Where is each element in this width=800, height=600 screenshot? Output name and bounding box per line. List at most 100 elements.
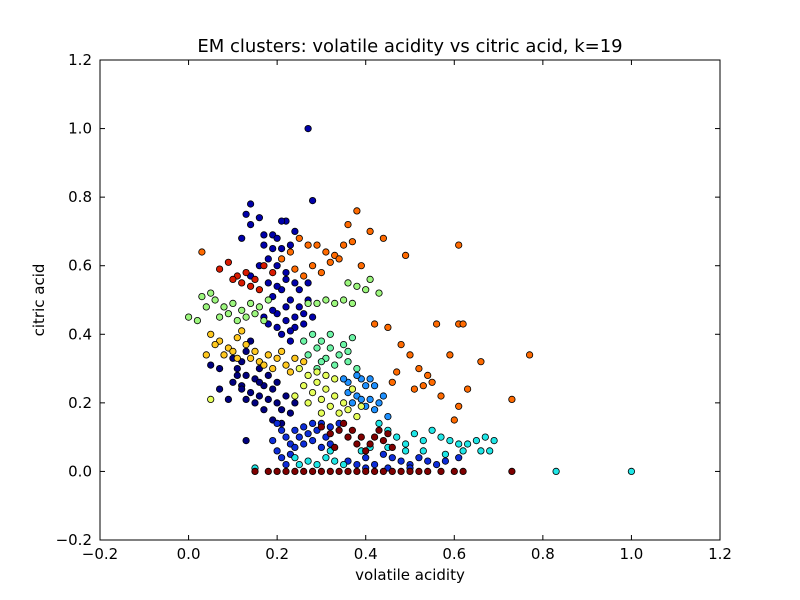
- data-point: [459, 320, 467, 328]
- x-tick-label: 0.2: [265, 545, 289, 563]
- data-point: [273, 467, 281, 475]
- data-point: [450, 467, 458, 475]
- data-point: [233, 354, 241, 362]
- data-point: [375, 289, 383, 297]
- data-point: [322, 371, 330, 379]
- data-point: [308, 197, 317, 205]
- data-point: [384, 430, 392, 438]
- data-point: [269, 436, 277, 445]
- data-point: [313, 460, 321, 469]
- data-point: [362, 382, 370, 390]
- data-point: [379, 392, 387, 400]
- data-point: [308, 388, 317, 397]
- data-point: [366, 395, 374, 403]
- data-point: [282, 467, 290, 475]
- data-point: [233, 364, 241, 373]
- data-point: [264, 371, 272, 379]
- data-point: [282, 392, 290, 400]
- data-point: [207, 361, 215, 369]
- data-point: [229, 347, 237, 355]
- data-point: [486, 447, 494, 455]
- data-point: [193, 316, 201, 325]
- data-point: [255, 214, 263, 222]
- data-point: [224, 395, 232, 403]
- data-point: [304, 125, 312, 133]
- data-point: [326, 258, 334, 266]
- data-point: [366, 440, 374, 448]
- data-point: [335, 409, 343, 417]
- data-point: [273, 354, 281, 362]
- data-point: [362, 286, 370, 294]
- data-point: [397, 467, 405, 475]
- data-point: [304, 351, 312, 359]
- data-point: [282, 433, 290, 441]
- data-point: [238, 385, 246, 393]
- data-point: [260, 406, 268, 414]
- data-point: [366, 227, 374, 235]
- data-point: [446, 436, 454, 445]
- data-point: [472, 436, 480, 445]
- x-axis-label: volatile acidity: [355, 566, 465, 584]
- data-point: [264, 255, 272, 263]
- data-point: [242, 436, 250, 445]
- data-point: [379, 234, 387, 242]
- data-point: [300, 310, 308, 318]
- data-point: [344, 347, 352, 355]
- data-point: [216, 364, 224, 373]
- data-point: [291, 279, 299, 287]
- y-tick-label: −0.2: [56, 531, 92, 549]
- data-point: [424, 467, 432, 475]
- data-point: [446, 351, 454, 359]
- y-axis-label: citric acid: [30, 264, 48, 337]
- data-point: [300, 423, 308, 431]
- data-point: [216, 265, 224, 273]
- data-point: [286, 296, 294, 304]
- data-point: [388, 454, 396, 462]
- data-point: [419, 382, 427, 390]
- data-point: [242, 313, 250, 321]
- data-point: [419, 436, 427, 445]
- data-point: [313, 368, 321, 376]
- data-point: [277, 426, 286, 434]
- y-tick-label: 0.4: [68, 325, 92, 343]
- data-point: [269, 364, 277, 373]
- data-point: [300, 440, 308, 448]
- data-point: [455, 241, 463, 249]
- data-point: [291, 392, 299, 400]
- data-point: [326, 402, 334, 410]
- data-point: [317, 395, 325, 403]
- data-point: [335, 255, 343, 263]
- data-point: [251, 467, 259, 475]
- data-point: [216, 385, 224, 393]
- data-point: [247, 221, 255, 229]
- data-point: [286, 368, 294, 376]
- data-point: [308, 262, 317, 270]
- data-point: [242, 268, 250, 277]
- y-tick-label: 0.6: [68, 257, 92, 275]
- data-point: [273, 399, 281, 407]
- data-point: [229, 275, 237, 283]
- data-point: [273, 282, 281, 290]
- data-point: [384, 323, 392, 331]
- data-point: [370, 320, 379, 328]
- data-point: [370, 382, 379, 390]
- data-point: [295, 303, 303, 311]
- data-point: [348, 385, 356, 393]
- data-point: [220, 351, 228, 359]
- data-point: [481, 433, 489, 441]
- data-point: [441, 457, 449, 465]
- data-point: [277, 217, 286, 225]
- data-point: [348, 299, 356, 307]
- data-point: [339, 460, 348, 469]
- data-point: [331, 375, 339, 383]
- data-point: [264, 279, 272, 287]
- data-point: [202, 303, 210, 311]
- data-point: [269, 306, 277, 314]
- data-point: [432, 320, 441, 328]
- data-point: [273, 378, 281, 386]
- y-tick-label: 1.0: [68, 120, 92, 138]
- data-point: [277, 245, 286, 253]
- data-point: [428, 378, 436, 386]
- data-point: [300, 467, 308, 475]
- data-point: [410, 385, 418, 393]
